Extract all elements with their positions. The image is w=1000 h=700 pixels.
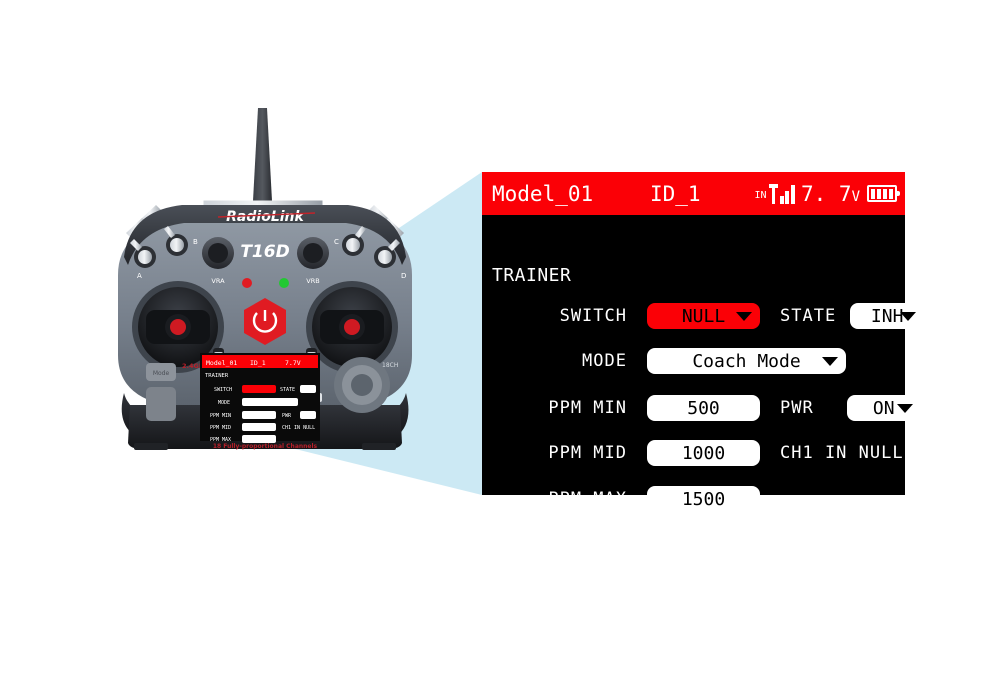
row-ppm-min: PPM MIN 500 PWR ON <box>522 395 921 421</box>
device-button-secondary <box>146 387 176 421</box>
svg-text:Mode: Mode <box>153 370 170 377</box>
device-tagline: 18 Fully-proportional Channels <box>213 443 318 450</box>
state-label: STATE <box>780 306 837 326</box>
model-name-label: Model_01 <box>492 181 594 206</box>
svg-text:D: D <box>401 272 406 280</box>
switch-label: SWITCH <box>559 306 627 326</box>
mode-label: MODE <box>582 351 627 371</box>
svg-text:PWR: PWR <box>282 413 292 419</box>
chevron-down-icon <box>736 311 752 321</box>
svg-text:PPM MID: PPM MID <box>210 425 231 431</box>
power-button <box>244 298 286 345</box>
ppm-max-label: PPM MAX <box>548 489 627 509</box>
gimbal-right <box>306 281 398 373</box>
svg-text:VRB: VRB <box>306 277 319 285</box>
gimbal-left <box>132 281 224 373</box>
svg-text:CH1 IN NULL: CH1 IN NULL <box>282 425 315 431</box>
brand-logo: RadioLink <box>226 209 305 225</box>
device-model-label: T16D <box>240 242 289 262</box>
ppm-mid-label: PPM MID <box>548 443 627 463</box>
svg-text:PPM MIN: PPM MIN <box>210 413 231 419</box>
svg-text:STATE: STATE <box>280 387 295 393</box>
svg-text:7.7V: 7.7V <box>285 359 301 367</box>
battery-icon <box>867 185 900 202</box>
ppm-max-value: 1500 <box>681 488 726 510</box>
svg-text:ID_1: ID_1 <box>250 359 266 367</box>
svg-text:C: C <box>334 238 339 246</box>
svg-text:PPM MAX: PPM MAX <box>210 437 231 443</box>
page-title: TRAINER <box>492 265 572 286</box>
svg-text:TRAINER: TRAINER <box>205 373 229 379</box>
ppm-mid-value: 1000 <box>681 442 726 464</box>
led-green <box>279 278 289 288</box>
row-switch: SWITCH NULL STATE INH <box>522 303 925 329</box>
led-red <box>242 278 252 288</box>
lcd-content: TRAINER SWITCH NULL STATE INH MODE Coach… <box>482 215 925 512</box>
transmitter-device: RadioLink T16D A B C D VRA VRB <box>110 105 420 450</box>
state-value: INH <box>870 305 904 327</box>
toggle-switches: A B C D <box>130 226 406 280</box>
scroll-wheel <box>334 357 390 413</box>
antenna-icon <box>253 108 272 201</box>
ppm-min-label: PPM MIN <box>548 398 627 418</box>
device-button-mode <box>146 363 176 381</box>
chevron-down-icon <box>822 356 838 366</box>
switch-value: NULL <box>681 305 726 327</box>
device-mini-lcd: Model_01 ID_1 7.7V TRAINER SWITCH STATE … <box>200 353 320 443</box>
svg-text:VRA: VRA <box>211 277 225 285</box>
band-label: 2.4GHz <box>182 362 208 370</box>
row-ppm-max: PPM MAX 1500 <box>522 486 760 512</box>
row-ppm-mid: PPM MID 1000 CH1 IN NULL <box>522 440 904 466</box>
pwr-dropdown[interactable]: ON <box>846 395 921 421</box>
switch-dropdown[interactable]: NULL <box>647 303 760 329</box>
svg-text:A: A <box>137 272 142 280</box>
rotary-knobs: VRA VRB <box>202 237 329 285</box>
status-indicators: IN 7. 7V <box>754 181 900 206</box>
pwr-value: ON <box>872 397 895 419</box>
mode-value: Coach Mode <box>692 350 801 372</box>
chevron-down-icon <box>896 403 913 413</box>
mode-dropdown[interactable]: Coach Mode <box>647 348 846 374</box>
row-mode: MODE Coach Mode <box>522 348 846 374</box>
ppm-min-value: 500 <box>687 397 720 419</box>
battery-voltage-label: 7. 7V <box>800 181 860 206</box>
pwr-label: PWR <box>780 398 814 418</box>
ppm-min-input[interactable]: 500 <box>647 395 760 421</box>
signal-strength-icon <box>769 183 795 204</box>
lcd-status-bar: Model_01 ID_1 IN 7. 7V <box>482 172 905 215</box>
svg-text:SWITCH: SWITCH <box>214 387 232 393</box>
channel-info-label: CH1 IN NULL <box>780 443 904 463</box>
svg-text:B: B <box>193 238 198 246</box>
chevron-down-icon <box>900 311 917 321</box>
svg-text:Model_01: Model_01 <box>206 359 237 367</box>
ppm-mid-input[interactable]: 1000 <box>647 440 760 466</box>
signal-direction-label: IN <box>754 189 767 201</box>
svg-text:MODE: MODE <box>218 400 230 406</box>
model-id-label: ID_1 <box>650 181 701 206</box>
channel-count-label: 18CH <box>382 362 398 369</box>
state-dropdown[interactable]: INH <box>850 303 925 329</box>
ppm-max-input[interactable]: 1500 <box>647 486 760 512</box>
lcd-screen-panel: Model_01 ID_1 IN 7. 7V TRAINER SWITCH NU… <box>482 172 925 512</box>
